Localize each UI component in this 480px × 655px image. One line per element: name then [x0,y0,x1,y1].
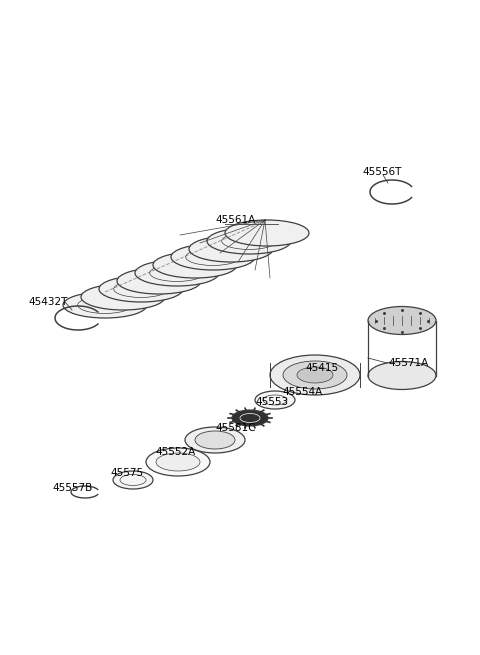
Ellipse shape [255,391,295,409]
Ellipse shape [63,292,147,318]
Ellipse shape [270,355,360,395]
Text: 45556T: 45556T [362,167,401,177]
Text: 45575: 45575 [110,468,143,478]
Ellipse shape [99,276,183,302]
Text: 45561A: 45561A [215,215,255,225]
Text: 45571A: 45571A [388,358,428,368]
Ellipse shape [225,220,309,246]
Ellipse shape [207,228,291,254]
Text: 45553: 45553 [255,397,288,407]
Text: 45581C: 45581C [215,423,255,433]
Text: 45415: 45415 [305,363,338,373]
Ellipse shape [283,361,347,389]
Ellipse shape [240,413,260,422]
Ellipse shape [368,362,436,390]
Ellipse shape [368,307,436,335]
Ellipse shape [185,427,245,453]
Ellipse shape [135,260,219,286]
Text: 45554A: 45554A [282,387,322,397]
Ellipse shape [146,448,210,476]
Text: 45557B: 45557B [52,483,92,493]
Ellipse shape [117,268,201,294]
Ellipse shape [153,252,237,278]
Ellipse shape [171,244,255,270]
Ellipse shape [232,410,268,426]
Ellipse shape [195,431,235,449]
Ellipse shape [156,453,200,471]
Ellipse shape [189,236,273,262]
Text: 45432T: 45432T [28,297,67,307]
Ellipse shape [297,367,333,383]
Text: 45552A: 45552A [155,447,195,457]
Ellipse shape [81,284,165,310]
Ellipse shape [113,471,153,489]
